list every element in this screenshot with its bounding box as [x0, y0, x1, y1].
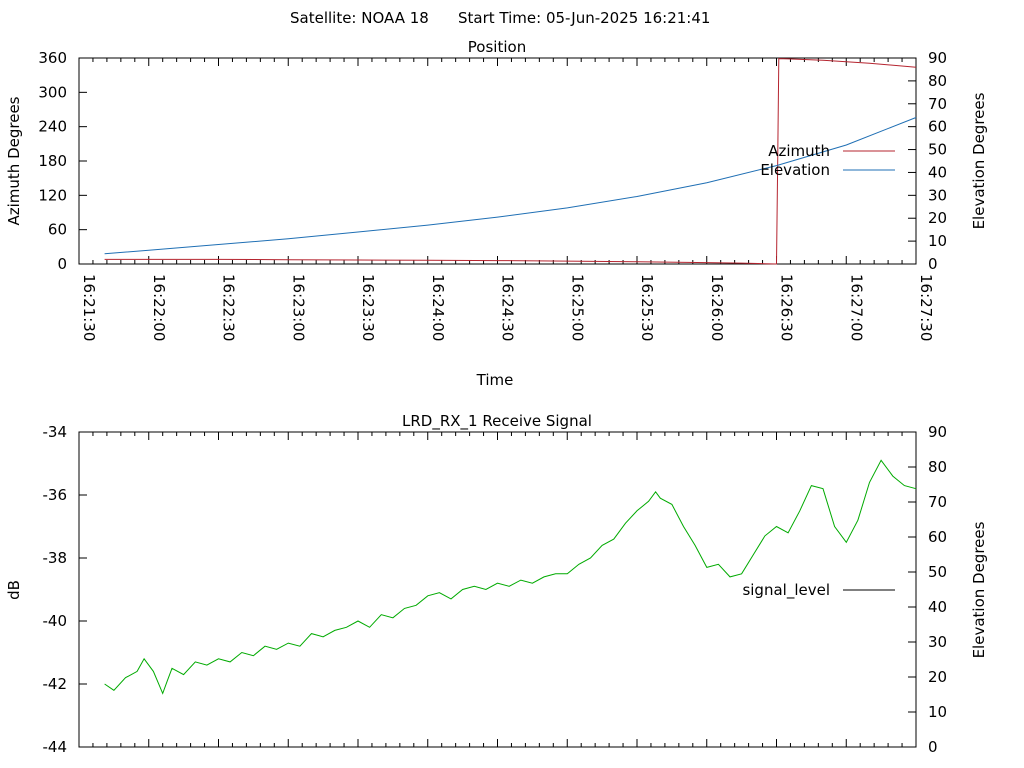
position-xtick-label: 16:26:00 [708, 274, 726, 341]
signal-y2-axis-label: Elevation Degrees [970, 521, 988, 658]
position-xtick-label: 16:21:30 [80, 274, 98, 341]
position-y2tick-label: 70 [928, 95, 947, 113]
signal-ytick-label: -40 [43, 612, 68, 630]
position-series-group [104, 58, 917, 265]
signal-ytick-label: -42 [43, 675, 68, 693]
position-y2tick-label: 30 [928, 186, 947, 204]
position-y2tick-label: 80 [928, 72, 947, 90]
signal-y2tick-label: 0 [928, 738, 938, 756]
signal-ytick-label: -34 [43, 423, 68, 441]
header-start-time: Start Time: 05-Jun-2025 16:21:41 [458, 9, 710, 27]
signal-y2tick-label: 70 [928, 493, 947, 511]
position-xtick-label: 16:25:30 [638, 274, 656, 341]
position-ytick-label: 300 [38, 83, 67, 101]
position-y2-axis-label: Elevation Degrees [970, 92, 988, 229]
position-axis-ticks: 0 60 120 180 240 300 360 0 10 20 30 40 50 60 70 80 90 16:… [38, 49, 947, 341]
position-ytick-label: 0 [57, 255, 67, 273]
signal-y2tick-label: 80 [928, 458, 947, 476]
position-y2tick-label: 50 [928, 141, 947, 159]
signal-series-group [104, 459, 917, 695]
position-xtick-label: 16:22:00 [150, 274, 168, 341]
position-ytick-label: 180 [38, 152, 67, 170]
signal-y2tick-label: 30 [928, 633, 947, 651]
signal-ytick-label: -44 [43, 738, 68, 756]
legend-signal-label: signal_level [742, 581, 830, 600]
position-xtick-label: 16:27:30 [917, 274, 935, 341]
position-series-azimuth [104, 58, 917, 265]
position-chart-title: Position [468, 38, 526, 56]
header-satellite: Satellite: NOAA 18 [290, 9, 429, 27]
position-xtick-label: 16:26:30 [778, 274, 796, 341]
signal-y2tick-label: 60 [928, 528, 947, 546]
position-y-axis-label: Azimuth Degrees [5, 96, 23, 225]
signal-y-axis-label: dB [5, 580, 23, 600]
signal-axis-ticks: -44 -42 -40 -38 -36 -34 0 10 20 30 40 50 60 70 80 90 [43, 423, 948, 756]
position-x-axis-label: Time [476, 371, 514, 389]
legend-azimuth-label: Azimuth [768, 142, 830, 160]
position-ytick-label: 120 [38, 186, 67, 204]
signal-y2tick-label: 20 [928, 668, 947, 686]
position-y2tick-label: 20 [928, 209, 947, 227]
position-xtick-label: 16:22:30 [220, 274, 238, 341]
position-ytick-label: 240 [38, 118, 67, 136]
position-xtick-label: 16:27:00 [847, 274, 865, 341]
signal-series-signal-level [104, 459, 917, 695]
position-y2tick-label: 0 [928, 255, 938, 273]
position-xtick-label: 16:24:30 [499, 274, 517, 341]
signal-chart-title: LRD_RX_1 Receive Signal [402, 412, 592, 431]
position-y2tick-label: 10 [928, 232, 947, 250]
signal-y2tick-label: 10 [928, 703, 947, 721]
signal-ytick-label: -38 [43, 549, 68, 567]
position-ytick-label: 360 [38, 49, 67, 67]
position-xtick-label: 16:24:00 [429, 274, 447, 341]
position-series-elevation [104, 117, 917, 255]
position-xtick-label: 16:23:00 [289, 274, 307, 341]
position-y2tick-label: 60 [928, 118, 947, 136]
legend-elevation-label: Elevation [760, 161, 830, 179]
position-xtick-label: 16:23:30 [359, 274, 377, 341]
signal-ytick-label: -36 [43, 486, 68, 504]
signal-y2tick-label: 40 [928, 598, 947, 616]
position-y2tick-label: 90 [928, 49, 947, 67]
position-ytick-label: 60 [48, 221, 67, 239]
signal-y2tick-label: 90 [928, 423, 947, 441]
signal-y2tick-label: 50 [928, 563, 947, 581]
position-y2tick-label: 40 [928, 163, 947, 181]
position-xtick-label: 16:25:00 [568, 274, 586, 341]
